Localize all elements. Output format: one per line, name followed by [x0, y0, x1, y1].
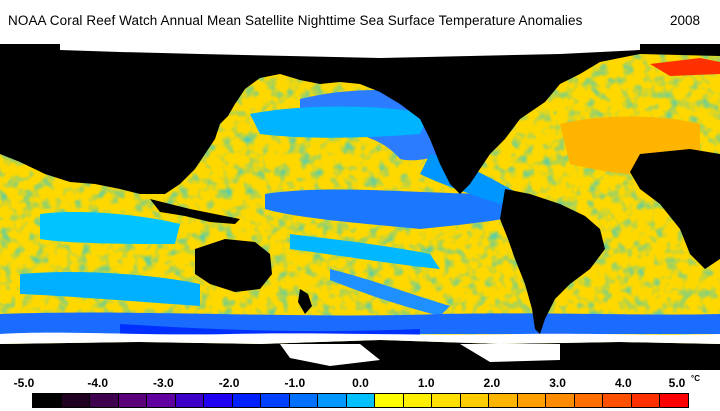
south-pacific-cold-band-2: [330, 269, 450, 316]
colorbar-tick-label: 3.0: [549, 376, 566, 390]
colorbar-tick-label: -3.0: [153, 376, 174, 390]
north-pacific-cold-band: [250, 106, 430, 138]
colorbar-swatch: [261, 394, 290, 407]
colorbar-tick-label: 2.0: [483, 376, 501, 390]
colorbar-swatch: [403, 394, 433, 407]
antarctic-ice: [0, 332, 720, 344]
colorbar-swatch: [204, 394, 233, 407]
pacific-cold-tongue: [265, 189, 540, 229]
colorbar-swatch: [147, 394, 176, 407]
colorbar-swatch: [232, 394, 262, 407]
map-title: NOAA Coral Reef Watch Annual Mean Satell…: [8, 13, 583, 28]
colorbar-swatch: [346, 394, 376, 407]
colorbar-labels: -5.0 -4.0 -3.0 -2.0 -1.0 0.0 1.0 2.0 3.0 4.0 5.0 °C: [0, 374, 720, 392]
north-america: [0, 44, 720, 194]
colorbar-tick-label: 1.0: [417, 376, 435, 390]
colorbar: [32, 393, 689, 408]
ice-regions: [0, 44, 720, 366]
colorbar-tick-label: 5.0: [668, 376, 686, 390]
colorbar-swatch: [118, 394, 148, 407]
new-zealand: [298, 289, 312, 314]
colorbar-swatch: [33, 394, 62, 407]
colorbar-swatch: [489, 394, 518, 407]
colorbar-tick-label: -5.0: [13, 376, 35, 390]
arctic-ice: [60, 44, 640, 58]
colorbar-swatch: [574, 394, 604, 407]
indian-ocean-cold: [40, 212, 180, 244]
world-map: [0, 44, 720, 370]
colorbar-swatch: [432, 394, 461, 407]
colorbar-swatch: [603, 394, 632, 407]
colorbar-unit: °C: [691, 374, 700, 383]
colorbar-swatch: [460, 394, 490, 407]
south-pacific-cold-band: [290, 234, 440, 269]
colorbar-tick-label: 0.0: [352, 376, 369, 390]
indonesia: [150, 199, 240, 224]
australia: [195, 239, 272, 292]
colorbar-tick-label: -4.0: [87, 376, 109, 390]
colorbar-swatch: [631, 394, 661, 407]
colorbar-swatch: [90, 394, 119, 407]
south-america: [500, 189, 605, 334]
south-indian-cold: [20, 272, 200, 306]
title-bar: NOAA Coral Reef Watch Annual Mean Satell…: [0, 0, 720, 44]
colorbar-swatch: [318, 394, 347, 407]
map-year: 2008: [669, 13, 700, 28]
colorbar-swatch: [175, 394, 205, 407]
africa: [630, 149, 720, 269]
colorbar-tick-label: -1.0: [284, 376, 306, 390]
colorbar-tick-label: 4.0: [614, 376, 632, 390]
colorbar-swatch: [61, 394, 91, 407]
colorbar-tick-label: -2.0: [218, 376, 240, 390]
antarctic-shelf-ice: [280, 344, 560, 366]
colorbar-swatch: [375, 394, 404, 407]
colorbar-swatch: [289, 394, 319, 407]
colorbar-swatch: [517, 394, 547, 407]
colorbar-swatch: [660, 394, 688, 407]
colorbar-swatch: [546, 394, 575, 407]
